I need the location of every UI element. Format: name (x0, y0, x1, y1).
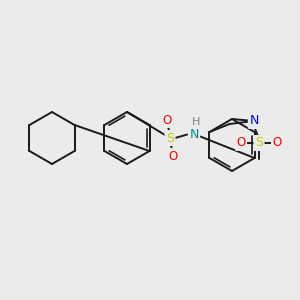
Text: O: O (162, 113, 172, 127)
Text: N: N (189, 128, 199, 140)
Text: N: N (249, 115, 259, 128)
Text: O: O (236, 136, 246, 149)
Text: H: H (192, 117, 200, 127)
Text: O: O (168, 149, 178, 163)
Text: S: S (166, 131, 174, 145)
Text: O: O (272, 136, 282, 149)
Text: S: S (255, 136, 263, 149)
